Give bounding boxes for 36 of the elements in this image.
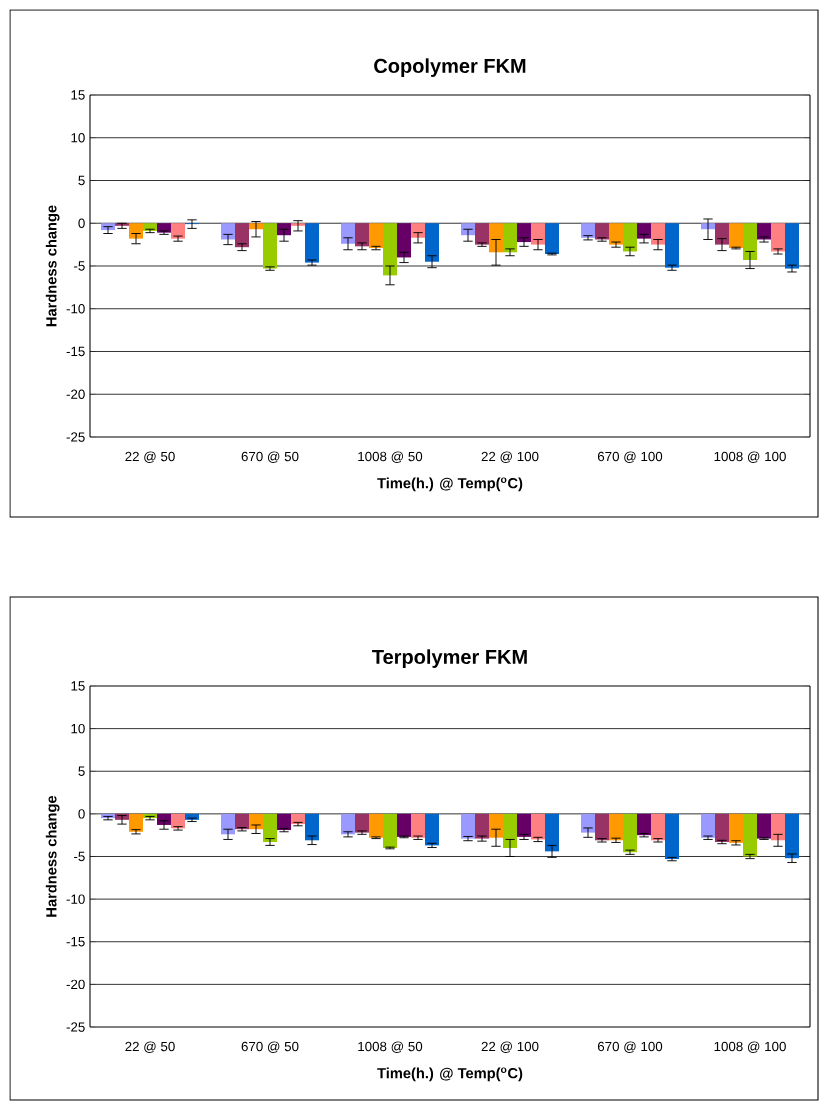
x-tick-label: 670 @ 50: [241, 1041, 299, 1053]
y-tick-label: 10: [71, 133, 85, 143]
y-tick-label: -15: [66, 346, 85, 357]
y-tick-label: -5: [74, 851, 85, 862]
y-axis-title: Hardness change: [45, 795, 60, 917]
y-tick-label: -20: [66, 979, 85, 990]
y-tick-label: -20: [66, 389, 85, 399]
x-tick-label: 22 @ 50: [125, 1041, 175, 1053]
y-tick-label: -10: [66, 304, 85, 314]
x-tick-label: 1008 @ 100: [714, 451, 786, 463]
x-axis-title: Time(h.) @ Temp($^{o}$C): [377, 1067, 523, 1082]
y-tick-label: -15: [66, 937, 85, 947]
y-tick-label: 5: [78, 175, 85, 186]
x-tick-label: 1008 @ 100: [714, 1041, 786, 1053]
y-tick-label: -25: [66, 432, 85, 442]
y-tick-label: 5: [78, 766, 85, 776]
x-tick-label: 22 @ 100: [481, 451, 539, 463]
y-tick-label: -5: [74, 261, 85, 271]
y-tick-label: 15: [71, 90, 85, 100]
chart-title: Terpolymer FKM: [372, 649, 527, 668]
x-tick-label: 670 @ 100: [597, 451, 663, 463]
chart-title: Copolymer FKM: [374, 58, 526, 77]
x-tick-label: 1008 @ 50: [358, 1041, 423, 1053]
y-tick-label: -10: [66, 894, 85, 904]
x-tick-label: 22 @ 50: [125, 451, 175, 463]
x-tick-label: 1008 @ 50: [358, 451, 423, 463]
y-tick-label: 15: [71, 681, 85, 691]
y-tick-label: -25: [66, 1022, 85, 1032]
x-axis-title: Time(h.) @ Temp($^{o}$C): [377, 477, 523, 492]
x-tick-label: 670 @ 50: [241, 451, 299, 463]
y-axis-title: Hardness change: [45, 205, 60, 327]
y-tick-label: 0: [78, 218, 85, 228]
y-tick-label: 0: [78, 809, 85, 819]
y-tick-label: 10: [71, 723, 85, 734]
x-tick-label: 670 @ 100: [597, 1041, 663, 1053]
x-tick-label: 22 @ 100: [481, 1041, 539, 1053]
